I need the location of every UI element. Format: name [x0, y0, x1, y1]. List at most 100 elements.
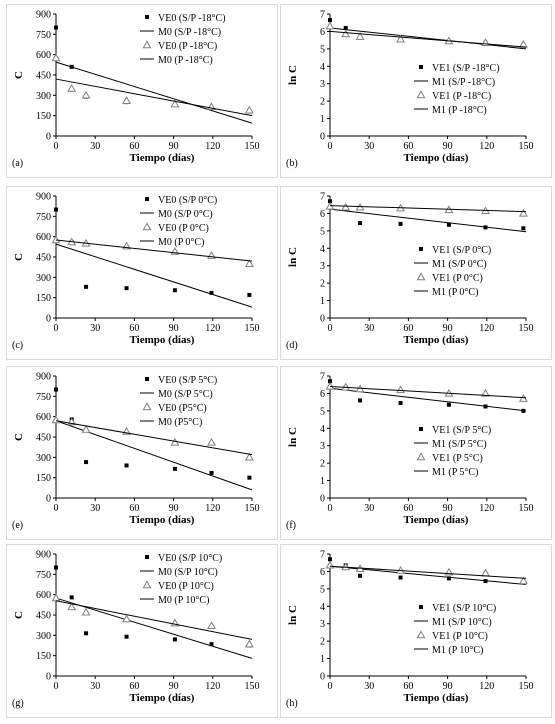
panel-label: (f): [286, 520, 296, 531]
legend: VE1 (S/P 10°C) M1 (S/P 10°C) VE1 (P 10°C) M…: [414, 603, 496, 656]
data-point-triangle: [325, 21, 335, 30]
x-tick-label: 0: [328, 503, 333, 514]
chart-svg: 0 150 300 450 600 750 900 0 30 60 90 120 150 Tiempo (…: [12, 192, 260, 352]
legend-item: M0 (S/P 5°C): [140, 389, 213, 400]
y-tick-label: 750: [36, 212, 51, 223]
y-tick-label: 5: [320, 584, 325, 595]
panel-frame: [280, 4, 552, 178]
y-tick-label: 300: [36, 631, 51, 642]
x-tick-label: 0: [328, 323, 333, 334]
series-4: [55, 239, 253, 262]
y-tick-label: 0: [320, 494, 325, 505]
x-tick-label: 90: [443, 141, 453, 152]
chart-svg: 0 150 300 450 600 750 900 0 30 60 90 120 150 Tiempo (…: [12, 372, 260, 532]
legend-item: M1 (P 10°C): [414, 645, 483, 656]
trend-line: [329, 205, 527, 213]
y-tick-label: 900: [36, 10, 51, 21]
data-point-square: [358, 398, 363, 403]
data-point-square: [398, 401, 403, 406]
x-tick-label: 30: [90, 323, 100, 334]
x-tick-label: 120: [205, 141, 220, 152]
legend-item: M0 (P 10°C): [140, 595, 209, 606]
y-tick-label: 450: [36, 71, 51, 82]
series-3: [325, 21, 528, 48]
data-point-triangle: [341, 202, 351, 211]
data-point-square: [358, 573, 363, 578]
chart-panel-2: 0 1 2 3 4 5 6 7 0 30 60 90 120 150 Tiempo (días) ln C (b…: [280, 4, 552, 178]
legend-item: VE0 (S/P 5°C): [145, 375, 217, 386]
legend: VE0 (S/P 0°C) M0 (S/P 0°C) VE0 (P 0°C) M0 (…: [140, 195, 217, 248]
legend: VE0 (S/P 10°C) M0 (S/P 10°C) VE0 (P 10°C) M…: [140, 553, 222, 606]
legend-label: M0 (P5°C): [158, 417, 202, 428]
chart-svg: 0 1 2 3 4 5 6 7 0 30 60 90 120 150 Tiempo (días) ln C (h…: [286, 550, 534, 710]
data-point-triangle: [355, 32, 365, 40]
y-tick-label: 5: [320, 226, 325, 237]
data-point-square: [521, 226, 526, 231]
chart-panel-4: 0 1 2 3 4 5 6 7 0 30 60 90 120 150 Tiempo (días) ln C (d…: [280, 186, 552, 360]
legend-item: M0 (P5°C): [140, 417, 202, 428]
y-tick-label: 750: [36, 392, 51, 403]
series-4: [55, 78, 253, 117]
x-tick-label: 30: [90, 681, 100, 692]
panel-frame: [6, 186, 278, 360]
legend-item: M0 (S/P 0°C): [140, 209, 213, 220]
y-tick-label: 600: [36, 412, 51, 423]
data-point-square: [446, 576, 451, 581]
legend-item: M1 (P 0°C): [414, 287, 478, 298]
legend-item: M0 (S/P 10°C): [140, 567, 218, 578]
legend-item: VE0 (S/P 0°C): [145, 195, 217, 206]
data-point-triangle: [81, 424, 91, 433]
chart-panel-5: 0 150 300 450 600 750 900 0 30 60 90 120 150 Tiempo (…: [6, 366, 278, 540]
x-tick-label: 120: [479, 681, 494, 692]
y-tick-label: 600: [36, 50, 51, 61]
data-point-square: [247, 475, 252, 480]
data-point-triangle: [51, 593, 61, 602]
y-tick-label: 0: [320, 132, 325, 143]
data-point-square: [446, 402, 451, 407]
legend-item: VE1 (S/P 10°C): [419, 603, 496, 614]
y-tick-label: 4: [320, 244, 325, 255]
data-point-triangle: [244, 639, 254, 648]
y-axis-title: C: [13, 433, 25, 441]
x-axis-title: Tiempo (días): [130, 692, 195, 704]
x-tick-label: 150: [245, 141, 260, 152]
x-tick-label: 150: [519, 681, 534, 692]
trend-line: [329, 30, 527, 48]
y-tick-label: 1: [320, 296, 325, 307]
chart-svg: 0 1 2 3 4 5 6 7 0 30 60 90 120 150 Tiempo (días) ln C (d…: [286, 192, 534, 352]
data-point-triangle: [244, 105, 254, 114]
x-axis-title: Tiempo (días): [404, 334, 469, 346]
legend-square-swatch: [419, 65, 423, 69]
y-tick-label: 0: [320, 672, 325, 683]
chart-svg: 0 150 300 450 600 750 900 0 30 60 90 120 150 Tiempo (…: [12, 550, 260, 710]
x-tick-label: 60: [403, 141, 413, 152]
chart-panel-8: 0 1 2 3 4 5 6 7 0 30 60 90 120 150 Tiempo (días) ln C (h…: [280, 544, 552, 718]
series-4: [329, 205, 527, 213]
y-axis-title: ln C: [287, 247, 299, 267]
data-point-triangle: [341, 29, 351, 38]
x-tick-label: 60: [129, 323, 139, 334]
x-tick-label: 120: [205, 681, 220, 692]
data-point-triangle: [207, 437, 216, 446]
legend-triangle-swatch: [416, 452, 426, 461]
x-tick-label: 90: [169, 323, 179, 334]
legend-square-swatch: [419, 247, 423, 251]
x-tick-label: 30: [364, 141, 374, 152]
legend-label: M1 (P 10°C): [432, 645, 483, 656]
series-1: [54, 207, 252, 297]
data-point-square: [209, 642, 214, 647]
x-tick-label: 0: [54, 323, 59, 334]
legend-item: VE1 (P 10°C): [416, 630, 488, 642]
legend-item: M0 (P -18°C): [140, 55, 213, 66]
x-tick-label: 0: [54, 503, 59, 514]
x-tick-label: 90: [169, 141, 179, 152]
y-tick-label: 6: [320, 209, 325, 220]
y-tick-label: 4: [320, 602, 325, 613]
legend-label: VE1 (S/P -18°C): [432, 63, 500, 74]
data-point-square: [84, 460, 89, 465]
legend-item: M1 (S/P 0°C): [414, 259, 487, 270]
series-2: [55, 243, 253, 308]
legend-square-swatch: [419, 605, 423, 609]
legend-triangle-swatch: [142, 40, 152, 49]
y-tick-label: 7: [320, 10, 325, 21]
